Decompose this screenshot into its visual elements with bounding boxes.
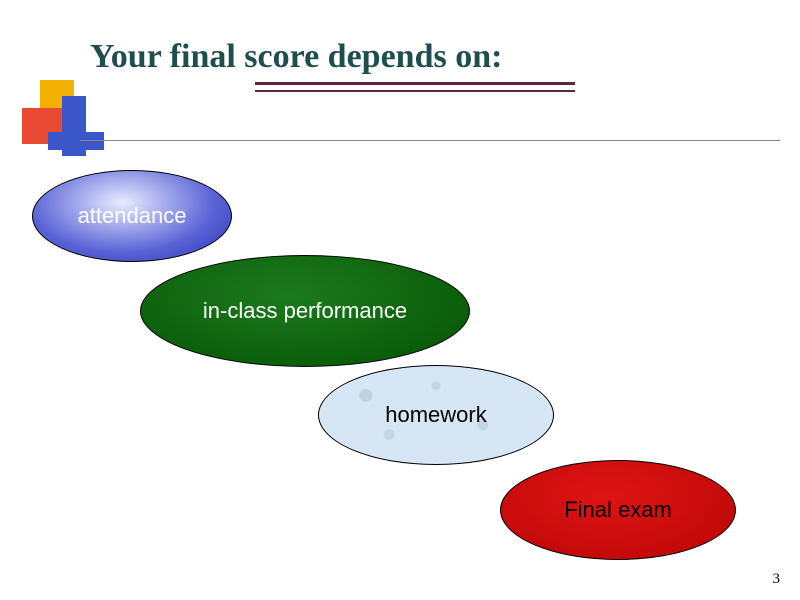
page-number: 3 (773, 571, 781, 588)
ellipse-homework-label: homework (385, 402, 486, 428)
ellipse-final-exam-label: Final exam (564, 497, 672, 523)
divider-line (80, 140, 780, 141)
ellipse-attendance-label: attendance (78, 203, 187, 229)
slide-title: Your final score depends on: (90, 38, 502, 76)
title-underline-1 (255, 82, 575, 85)
ellipse-attendance: attendance (32, 170, 232, 262)
ellipse-in-class: in-class performance (140, 255, 470, 367)
ellipse-in-class-label: in-class performance (203, 298, 407, 324)
ellipse-final-exam: Final exam (500, 460, 736, 560)
deco-rect-blue-h (48, 132, 104, 150)
ellipse-homework: homework (318, 365, 554, 465)
title-underline-2 (255, 90, 575, 92)
